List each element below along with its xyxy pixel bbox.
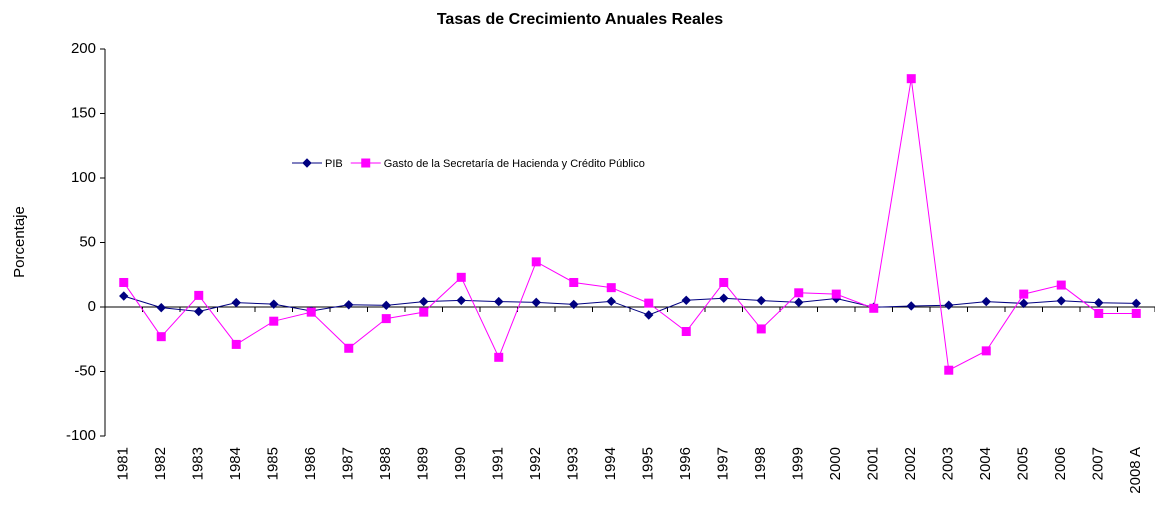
x-tick-label: 1985 bbox=[265, 447, 282, 480]
data-point bbox=[269, 299, 279, 309]
data-point bbox=[381, 300, 391, 311]
data-point bbox=[944, 300, 954, 310]
series-line bbox=[123, 78, 1137, 371]
data-point bbox=[1019, 289, 1029, 299]
data-point bbox=[344, 343, 354, 353]
data-point bbox=[1056, 280, 1066, 290]
x-tick-label: 1983 bbox=[190, 447, 207, 480]
x-tick-label: 1996 bbox=[677, 447, 694, 480]
data-point bbox=[231, 297, 241, 308]
data-point bbox=[681, 327, 691, 337]
data-point bbox=[194, 290, 204, 300]
data-point bbox=[831, 289, 841, 299]
data-point bbox=[1094, 298, 1104, 308]
data-point bbox=[1019, 298, 1029, 309]
y-tick-label: -100 bbox=[66, 427, 96, 444]
x-tick-label: 2002 bbox=[902, 447, 919, 480]
x-tick-label: 1995 bbox=[640, 447, 657, 480]
y-tick-label: 200 bbox=[71, 40, 96, 57]
x-tick-label: 2007 bbox=[1090, 447, 1107, 480]
data-point bbox=[606, 296, 616, 307]
legend-marker bbox=[302, 158, 312, 168]
x-tick-label: 2000 bbox=[827, 447, 844, 480]
x-tick-label: 1993 bbox=[565, 447, 582, 480]
data-point bbox=[794, 297, 804, 308]
data-point bbox=[644, 310, 654, 320]
data-point bbox=[981, 346, 991, 356]
y-tick-label: -50 bbox=[74, 362, 96, 379]
data-point bbox=[306, 307, 316, 317]
x-tick-label: 1989 bbox=[415, 447, 432, 480]
x-tick-label: 1981 bbox=[115, 447, 132, 480]
data-point bbox=[419, 307, 429, 317]
data-point bbox=[569, 299, 579, 310]
chart-title: Tasas de Crecimiento Anuales Reales bbox=[437, 11, 723, 28]
series-line bbox=[123, 295, 1137, 316]
data-point bbox=[344, 300, 354, 310]
data-point bbox=[156, 332, 166, 342]
data-point bbox=[906, 301, 916, 311]
data-point bbox=[194, 306, 204, 317]
x-tick-label: 2004 bbox=[977, 447, 994, 480]
x-tick-label: 1991 bbox=[490, 447, 507, 480]
data-point bbox=[719, 293, 729, 303]
data-point bbox=[119, 291, 129, 301]
data-point bbox=[906, 74, 916, 84]
data-point bbox=[644, 298, 654, 308]
data-point bbox=[381, 314, 391, 324]
legend-label: PIB bbox=[325, 158, 343, 170]
y-tick-label: 100 bbox=[71, 169, 96, 186]
x-tick-label: 2006 bbox=[1052, 447, 1069, 480]
legend-label: Gasto de la Secretaría de Hacienda y Cré… bbox=[384, 158, 645, 170]
data-point bbox=[1131, 298, 1141, 309]
data-point bbox=[681, 295, 691, 305]
data-point bbox=[981, 296, 991, 307]
data-point bbox=[869, 303, 879, 313]
x-tick-label: 1987 bbox=[340, 447, 357, 480]
x-tick-label: 1998 bbox=[752, 447, 769, 480]
data-point bbox=[456, 295, 466, 306]
data-point bbox=[156, 302, 166, 313]
data-point bbox=[269, 316, 279, 326]
y-tick-label: 150 bbox=[71, 104, 96, 121]
data-point bbox=[1056, 296, 1066, 306]
x-tick-label: 2008 A bbox=[1127, 447, 1144, 494]
x-tick-label: 1990 bbox=[452, 447, 469, 480]
data-point bbox=[119, 277, 129, 287]
data-point bbox=[1094, 308, 1104, 318]
y-tick-label: 50 bbox=[79, 233, 96, 250]
x-tick-label: 2003 bbox=[940, 447, 957, 480]
x-tick-label: 2005 bbox=[1015, 447, 1032, 480]
x-tick-label: 1982 bbox=[152, 447, 169, 480]
x-tick-label: 1999 bbox=[790, 447, 807, 480]
data-point bbox=[531, 257, 541, 267]
legend-marker bbox=[361, 158, 371, 168]
data-point bbox=[231, 339, 241, 349]
x-tick-label: 1997 bbox=[715, 447, 732, 480]
data-point bbox=[569, 277, 579, 287]
x-tick-label: 1986 bbox=[302, 447, 319, 480]
data-point bbox=[944, 365, 954, 375]
data-point bbox=[756, 295, 766, 306]
x-tick-label: 2001 bbox=[865, 447, 882, 480]
data-point bbox=[531, 297, 541, 308]
data-point bbox=[456, 272, 466, 282]
data-point bbox=[719, 277, 729, 287]
y-tick-label: 0 bbox=[88, 298, 96, 315]
x-tick-label: 1988 bbox=[377, 447, 394, 480]
data-point bbox=[756, 324, 766, 334]
data-point bbox=[794, 288, 804, 298]
data-point bbox=[419, 296, 429, 307]
data-point bbox=[1131, 308, 1141, 318]
data-point bbox=[606, 283, 616, 293]
x-tick-label: 1984 bbox=[227, 447, 244, 480]
data-point bbox=[494, 352, 504, 362]
y-axis-label: Porcentaje bbox=[11, 206, 28, 278]
x-tick-label: 1994 bbox=[602, 447, 619, 480]
x-tick-label: 1992 bbox=[527, 447, 544, 480]
data-point bbox=[494, 296, 504, 307]
